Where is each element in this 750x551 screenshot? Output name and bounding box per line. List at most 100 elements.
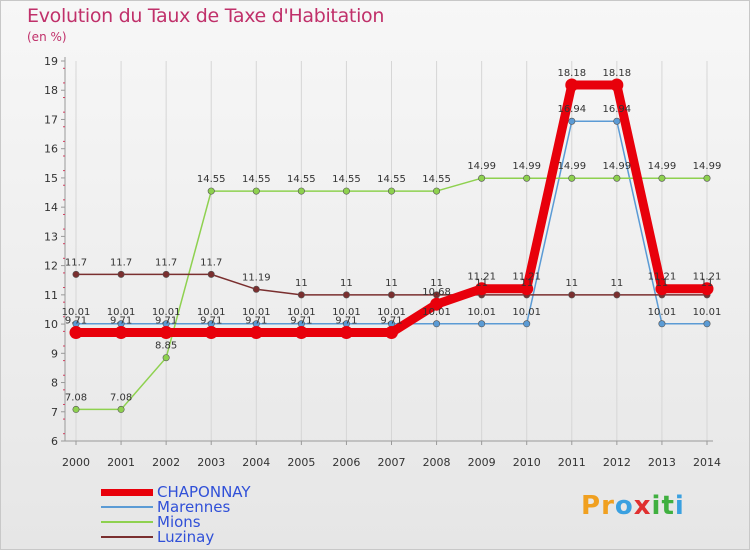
data-label: 10.01	[287, 307, 316, 318]
data-label: 10.01	[512, 307, 541, 318]
x-tick-label: 2003	[197, 456, 225, 469]
y-tick-label: 18	[44, 84, 58, 97]
data-label: 11	[340, 278, 353, 289]
data-label: 9.71	[380, 316, 402, 327]
legend-item-luzinay: Luzinay	[101, 528, 321, 546]
data-label: 10.01	[242, 307, 271, 318]
data-point	[249, 326, 263, 340]
logo-letter: i	[651, 491, 662, 521]
data-point	[433, 320, 441, 328]
x-tick-label: 2011	[558, 456, 586, 469]
data-label: 10.01	[107, 307, 136, 318]
x-tick-label: 2009	[468, 456, 496, 469]
x-tick-label: 2004	[242, 456, 270, 469]
legend-item-mions: Mions	[101, 513, 321, 531]
data-point	[159, 326, 173, 340]
chart-subtitle: (en %)	[27, 30, 67, 44]
data-point	[613, 117, 621, 125]
data-point	[703, 320, 711, 328]
data-point	[162, 270, 170, 278]
data-label: 11.19	[242, 272, 271, 283]
data-point	[610, 78, 624, 92]
data-label: 8.85	[155, 341, 177, 352]
logo-letter: i	[674, 491, 685, 521]
data-label: 11.7	[65, 257, 87, 268]
chart-title: Evolution du Taux de Taxe d'Habitation	[27, 5, 385, 27]
data-label: 10.01	[197, 307, 226, 318]
data-label: 11.21	[512, 272, 541, 283]
data-label: 11	[475, 278, 488, 289]
data-point	[114, 326, 128, 340]
data-label: 11.21	[467, 272, 496, 283]
data-point	[568, 174, 576, 182]
legend-swatch-chaponnay	[101, 489, 153, 496]
data-label: 11	[701, 278, 714, 289]
proxiti-logo: Proxiti	[581, 491, 685, 521]
data-point	[475, 282, 489, 296]
data-label: 9.71	[110, 316, 132, 327]
data-point	[342, 291, 350, 299]
data-point	[568, 291, 576, 299]
legend-label-mions: Mions	[157, 513, 201, 531]
data-label: 14.99	[467, 161, 496, 172]
legend-label-luzinay: Luzinay	[157, 528, 215, 546]
x-tick-label: 2005	[287, 456, 315, 469]
x-tick-label: 2010	[513, 456, 541, 469]
data-label: 11.7	[155, 257, 177, 268]
data-label: 11.21	[648, 272, 677, 283]
data-point	[658, 174, 666, 182]
data-point	[207, 187, 215, 195]
x-tick-label: 2013	[648, 456, 676, 469]
data-label: 14.99	[693, 161, 722, 172]
data-point	[207, 270, 215, 278]
y-tick-label: 12	[44, 260, 58, 273]
data-label: 14.55	[287, 174, 316, 185]
y-tick-label: 8	[51, 377, 58, 390]
data-label: 11	[385, 278, 398, 289]
data-point	[523, 320, 531, 328]
data-point	[613, 291, 621, 299]
data-point	[339, 326, 353, 340]
logo-letter: o	[614, 491, 634, 521]
y-tick-label: 11	[44, 289, 58, 302]
data-point	[478, 174, 486, 182]
y-tick-label: 17	[44, 113, 58, 126]
logo-letter: r	[601, 491, 615, 521]
data-label: 11	[565, 278, 578, 289]
data-point	[658, 320, 666, 328]
legend-swatch-luzinay	[101, 536, 153, 538]
data-point	[69, 326, 83, 340]
data-point	[385, 326, 398, 340]
logo-letter: t	[661, 491, 675, 521]
data-point	[162, 354, 170, 362]
data-label: 7.08	[65, 392, 87, 403]
data-label: 10.68	[422, 287, 451, 298]
y-tick-label: 10	[44, 318, 58, 331]
data-label: 11	[656, 278, 669, 289]
data-label: 11.7	[110, 257, 132, 268]
data-point	[565, 78, 579, 92]
x-tick-label: 2006	[332, 456, 360, 469]
data-label: 14.55	[377, 174, 406, 185]
data-point	[72, 270, 80, 278]
y-tick-label: 7	[51, 406, 58, 419]
data-point	[252, 187, 260, 195]
x-tick-label: 2007	[378, 456, 406, 469]
data-label: 10.01	[377, 307, 406, 318]
data-label: 10.01	[467, 307, 496, 318]
data-point	[703, 174, 711, 182]
data-label: 14.55	[242, 174, 271, 185]
data-label: 16.94	[557, 104, 586, 115]
data-point	[117, 270, 125, 278]
data-label: 9.71	[290, 316, 312, 327]
data-point	[478, 320, 486, 328]
data-point	[387, 291, 395, 299]
data-point	[568, 117, 576, 125]
data-label: 10.01	[648, 307, 677, 318]
y-tick-label: 9	[51, 347, 58, 360]
data-point	[433, 187, 441, 195]
data-label: 9.71	[65, 316, 87, 327]
data-point	[523, 174, 531, 182]
